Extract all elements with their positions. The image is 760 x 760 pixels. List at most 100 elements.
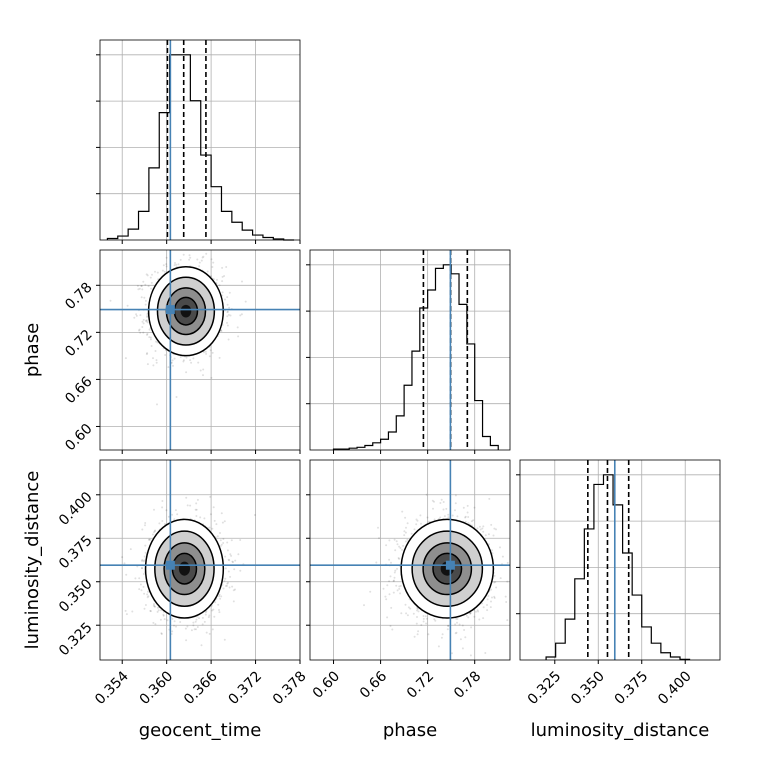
scatter-point: [220, 595, 223, 598]
x-axis-label-luminosity_distance: luminosity_distance: [531, 720, 710, 741]
scatter-point: [188, 254, 191, 257]
scatter-point: [493, 595, 496, 598]
scatter-point: [404, 531, 407, 534]
scatter-point: [504, 595, 507, 598]
scatter-point: [204, 611, 207, 614]
contour-line-1: [156, 276, 216, 346]
scatter-point: [226, 584, 228, 587]
y-tick-label-phase-2: 0.72: [62, 327, 95, 360]
scatter-point: [173, 518, 176, 521]
scatter-point: [425, 493, 428, 496]
scatter-point: [393, 579, 395, 582]
scatter-point: [226, 324, 229, 327]
scatter-point: [454, 502, 457, 505]
scatter-point: [427, 633, 430, 636]
scatter-point: [208, 526, 211, 529]
scatter-point: [142, 573, 145, 575]
scatter-point: [140, 559, 143, 562]
scatter-point: [416, 609, 418, 612]
scatter-point: [454, 509, 456, 512]
scatter-point: [464, 636, 467, 639]
scatter-point: [226, 582, 229, 585]
scatter-point: [171, 630, 174, 633]
scatter-point: [406, 522, 409, 525]
scatter-point: [416, 616, 418, 618]
scatter-point: [185, 371, 188, 374]
contour-line-0: [144, 518, 225, 619]
scatter-point: [482, 530, 485, 533]
scatter-point: [147, 285, 150, 288]
y-axis-label-luminosity_distance: luminosity_distance: [22, 471, 43, 650]
scatter-point: [413, 635, 416, 638]
scatter-point: [469, 612, 472, 615]
y-tick-label-phase-0: 0.60: [62, 421, 95, 454]
scatter-point: [175, 625, 177, 628]
scatter-point: [232, 589, 235, 592]
scatter-point: [171, 513, 174, 516]
scatter-point: [394, 569, 397, 572]
scatter-point: [481, 527, 484, 530]
scatter-point: [506, 580, 509, 583]
scatter-point: [253, 514, 256, 516]
scatter-point: [157, 609, 160, 612]
scatter-point: [415, 622, 418, 625]
scatter-point: [221, 275, 224, 278]
scatter-point: [216, 278, 218, 281]
scatter-point: [202, 255, 205, 258]
scatter-point: [236, 326, 239, 329]
scatter-point: [189, 504, 192, 507]
scatter-point: [406, 538, 409, 541]
scatter-point: [188, 258, 191, 261]
scatter-point: [226, 321, 228, 324]
scatter-point: [404, 603, 407, 606]
scatter-point: [139, 314, 142, 317]
scatter-point: [125, 573, 128, 576]
scatter-point: [422, 617, 425, 620]
scatter-point: [184, 627, 187, 630]
scatter-point: [226, 549, 229, 552]
scatter-point: [493, 527, 496, 530]
scatter-point: [146, 596, 149, 599]
scatter-point: [209, 513, 212, 516]
scatter-point: [419, 514, 422, 517]
scatter-point: [144, 303, 147, 306]
scatter-point: [201, 616, 204, 619]
scatter-point: [410, 532, 413, 535]
scatter-point: [218, 611, 221, 614]
scatter-point: [156, 271, 159, 274]
scatter-point: [165, 263, 168, 266]
scatter-point: [406, 614, 409, 617]
scatter-point: [222, 587, 225, 590]
scatter-point: [146, 274, 149, 277]
hist-panel-geocent_time: [96, 39, 301, 244]
scatter-point: [388, 580, 391, 583]
scatter-point: [506, 561, 509, 564]
scatter-point: [149, 609, 152, 612]
scatter-point: [179, 621, 182, 623]
scatter-point: [464, 515, 467, 518]
scatter-point: [190, 629, 193, 632]
scatter-point: [395, 584, 398, 587]
scatter-point: [478, 618, 481, 621]
scatter-point: [167, 515, 170, 518]
x-tick-label-phase-0: 0.60: [310, 668, 343, 701]
scatter-point: [140, 589, 143, 592]
scatter-point: [223, 638, 226, 641]
scatter-point: [239, 569, 242, 572]
scatter-point: [443, 515, 446, 518]
scatter-point: [225, 266, 228, 268]
y-axis-label-phase: phase: [22, 323, 43, 377]
scatter-point: [455, 617, 458, 620]
scatter-point: [505, 601, 508, 603]
hist-panel-phase: [306, 249, 511, 454]
scatter-point: [148, 336, 151, 339]
scatter-point: [427, 520, 430, 523]
scatter-point: [425, 617, 428, 620]
scatter-point: [455, 631, 458, 634]
scatter-point: [176, 513, 179, 516]
scatter-point: [456, 618, 459, 620]
contour-line-0: [147, 265, 225, 357]
scatter-point: [219, 597, 222, 600]
scatter-point: [195, 502, 198, 505]
posterior-panel-geocent_time-phase: [96, 249, 301, 454]
